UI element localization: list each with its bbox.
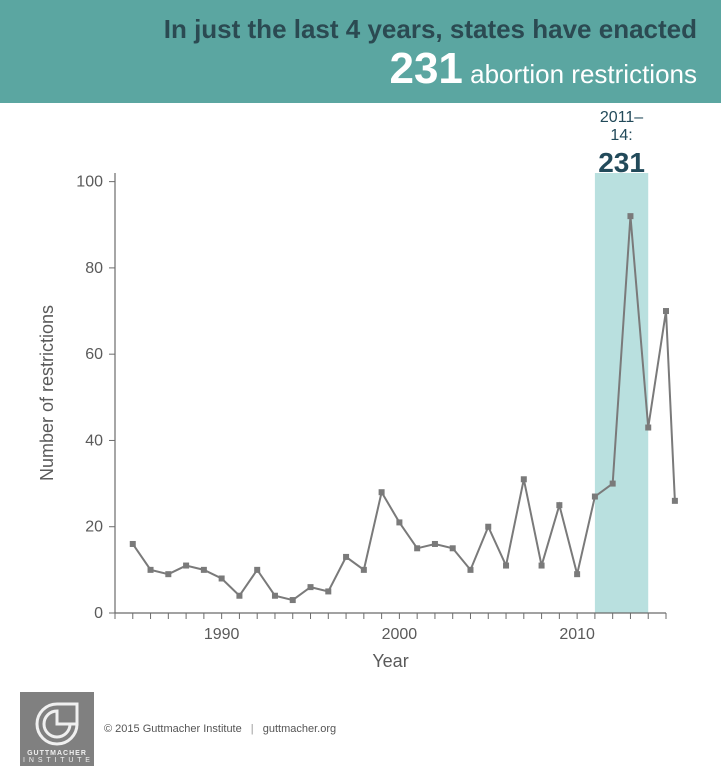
- annotation-range: 2011–14:: [595, 109, 648, 145]
- svg-text:0: 0: [94, 605, 103, 622]
- site-link: guttmacher.org: [263, 723, 336, 735]
- svg-text:Number of restrictions: Number of restrictions: [37, 305, 57, 481]
- header-banner: In just the last 4 years, states have en…: [0, 0, 721, 103]
- svg-text:2010: 2010: [559, 626, 595, 643]
- svg-text:Year: Year: [372, 651, 408, 671]
- logo-text: GUTTMACHER I N S T I T U T E: [20, 750, 94, 764]
- svg-text:80: 80: [85, 260, 103, 277]
- logo: GUTTMACHER I N S T I T U T E: [20, 692, 94, 766]
- line-chart: 0 20 40 60 80 100 1990 2000 2010 Year Number of re…: [0, 103, 721, 703]
- svg-text:40: 40: [85, 432, 103, 449]
- header-line2: 231 abortion restrictions: [24, 47, 697, 91]
- separator: |: [251, 723, 254, 735]
- header-line2-rest: abortion restrictions: [463, 59, 697, 89]
- footer: GUTTMACHER I N S T I T U T E © 2015 Gutt…: [0, 692, 721, 766]
- copyright: © 2015 Guttmacher Institute | guttmacher…: [104, 723, 336, 735]
- svg-text:60: 60: [85, 346, 103, 363]
- svg-text:1990: 1990: [204, 626, 240, 643]
- chart-container: 2011–14: 231 0 20 40 60 80 100 1990 2000 2010 Yea…: [0, 103, 721, 703]
- svg-text:2000: 2000: [382, 626, 418, 643]
- header-big-number: 231: [389, 44, 462, 93]
- logo-icon: [30, 698, 84, 746]
- header-line1: In just the last 4 years, states have en…: [24, 14, 697, 45]
- svg-text:100: 100: [76, 174, 103, 191]
- copyright-text: © 2015 Guttmacher Institute: [104, 723, 242, 735]
- highlight-annotation: 2011–14: 231: [595, 109, 648, 179]
- svg-text:20: 20: [85, 519, 103, 536]
- annotation-number: 231: [595, 147, 648, 179]
